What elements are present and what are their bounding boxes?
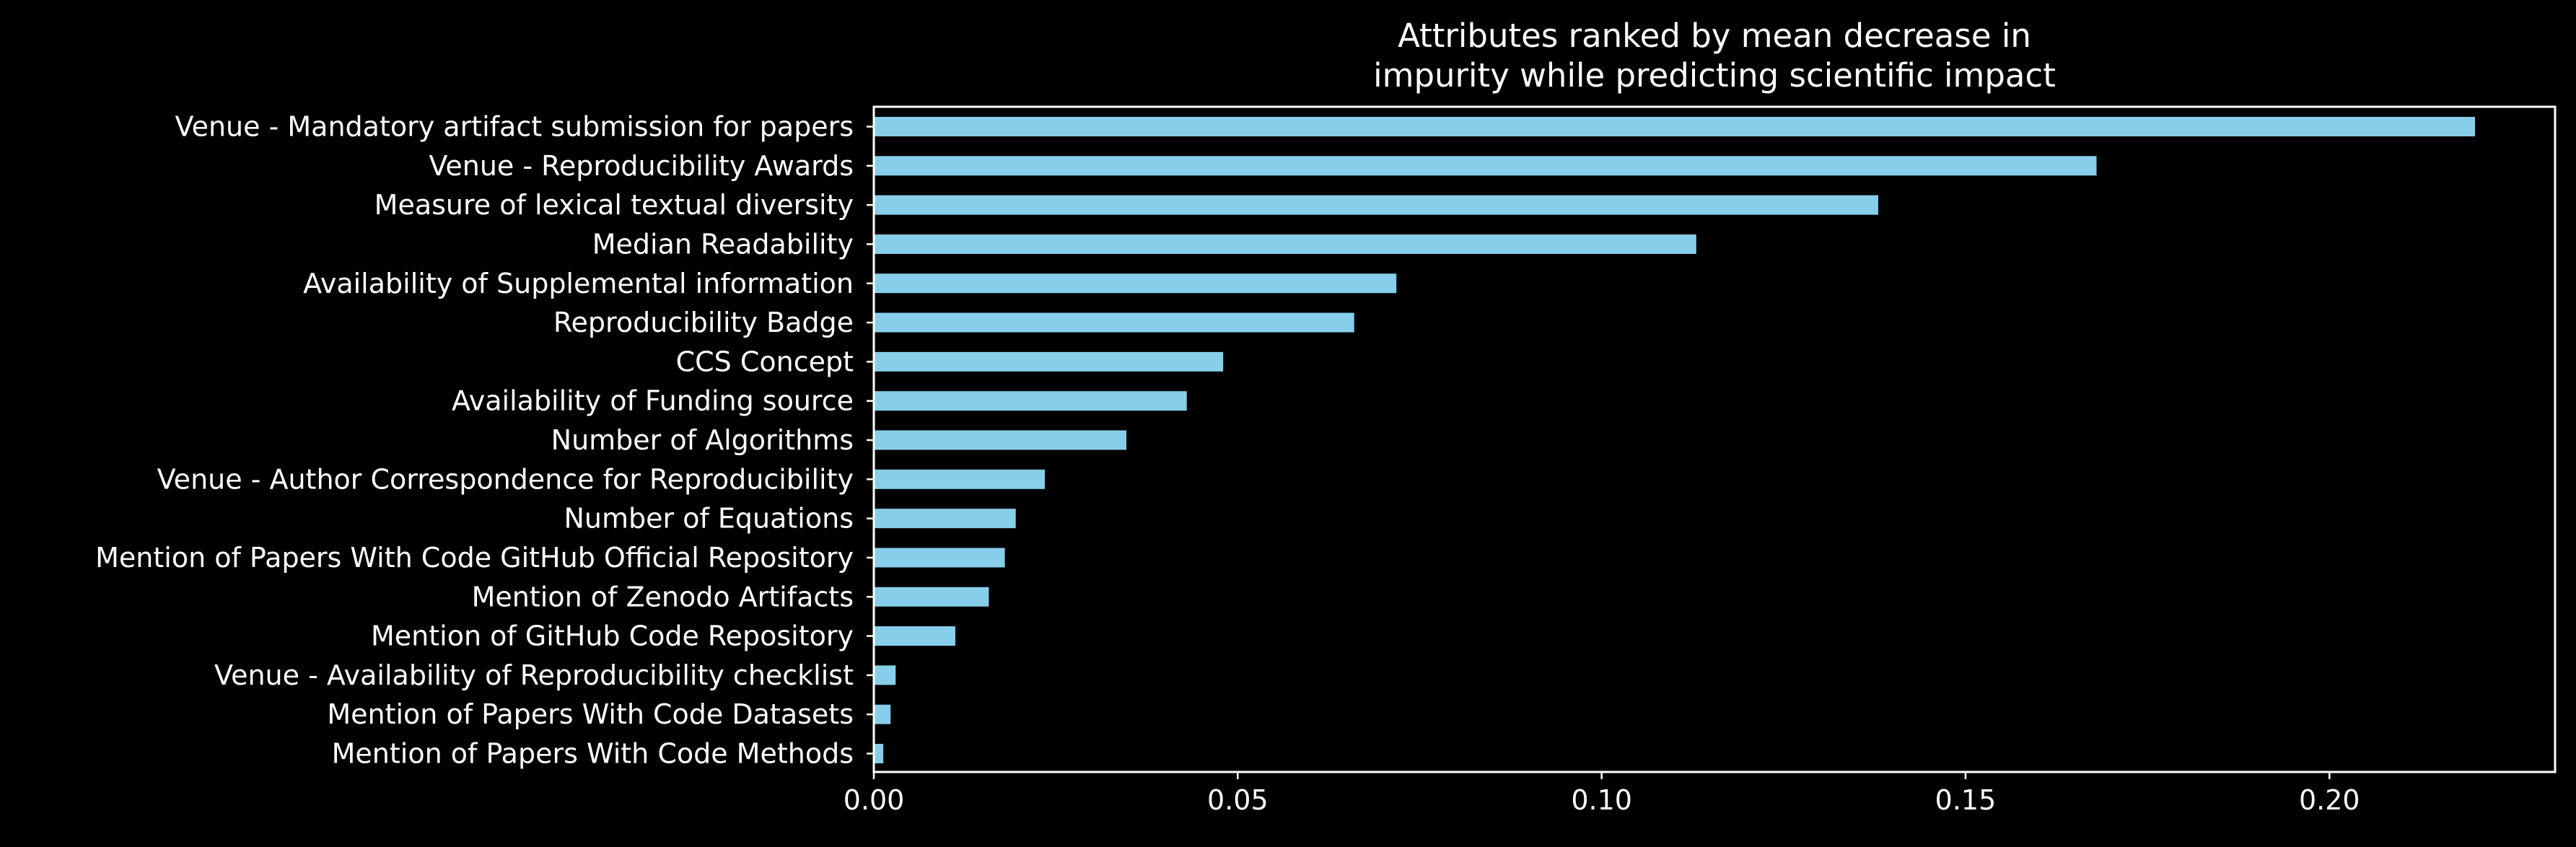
y-tick-label: CCS Concept: [676, 346, 854, 377]
y-tick-label: Venue - Author Correspondence for Reprod…: [157, 463, 854, 495]
bar: [874, 626, 955, 646]
bar: [874, 117, 2476, 136]
bar: [874, 156, 2097, 176]
y-tick-labels: Venue - Mandatory artifact submission fo…: [95, 111, 874, 770]
plot-frame: [872, 105, 2557, 773]
bar: [874, 548, 1005, 568]
y-tick-label: Number of Algorithms: [551, 424, 854, 456]
x-tick-label: 0.00: [844, 784, 905, 816]
y-tick-label: Venue - Availability of Reproducibility …: [214, 659, 854, 691]
chart-title: Attributes ranked by mean decrease inimp…: [1373, 17, 2056, 95]
y-tick-label: Mention of GitHub Code Repository: [371, 620, 854, 652]
bar: [874, 469, 1046, 489]
x-tick-label: 0.10: [1571, 784, 1632, 816]
bar: [874, 312, 1354, 333]
y-tick-label: Reproducibility Badge: [553, 307, 854, 338]
y-tick-label: Venue - Reproducibility Awards: [429, 150, 854, 182]
bar: [874, 509, 1016, 529]
y-tick-label: Mention of Zenodo Artifacts: [472, 581, 854, 613]
y-tick-label: Venue - Mandatory artifact submission fo…: [175, 111, 854, 143]
bar: [874, 430, 1127, 450]
bar: [874, 744, 884, 763]
y-tick-label: Mention of Papers With Code Methods: [332, 738, 854, 770]
bar: [874, 234, 1696, 254]
bar: [874, 273, 1397, 294]
y-tick-label: Number of Equations: [564, 503, 854, 535]
bar: [874, 391, 1187, 411]
chart-title-line: impurity while predicting scientific imp…: [1373, 56, 2056, 95]
y-tick-label: Availability of Funding source: [452, 385, 854, 417]
y-tick-label: Mention of Papers With Code Datasets: [327, 698, 854, 730]
bars: [874, 117, 2476, 763]
y-tick-label: Mention of Papers With Code GitHub Offic…: [95, 542, 854, 574]
chart-title-line: Attributes ranked by mean decrease in: [1398, 17, 2031, 55]
x-tick-label: 0.20: [2299, 784, 2360, 816]
bar: [874, 665, 896, 685]
y-tick-label: Median Readability: [592, 228, 854, 260]
bar: [874, 195, 1878, 215]
bar: [874, 351, 1224, 372]
y-tick-label: Measure of lexical textual diversity: [374, 189, 854, 221]
x-tick-label: 0.15: [1935, 784, 1997, 816]
x-tick-label: 0.05: [1207, 784, 1269, 816]
bar: [874, 587, 989, 607]
x-axis-ticks: 0.00 0.05 0.10 0.15 0.20: [844, 772, 2360, 816]
y-tick-label: Availability of Supplemental information: [303, 268, 854, 299]
bar: [874, 704, 891, 724]
